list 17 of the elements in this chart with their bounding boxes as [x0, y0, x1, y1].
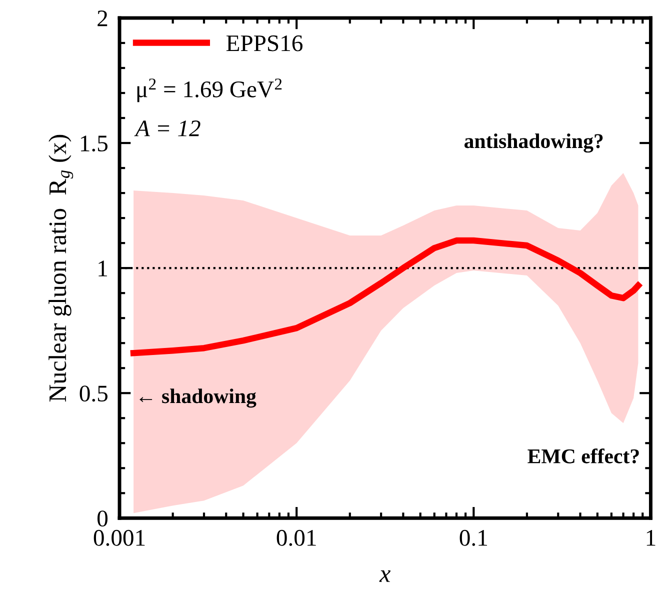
y-tick-label: 0.5: [80, 386, 108, 402]
y-axis-title: Nuclear gluon ratio R$_{g}$ (x): [48, 134, 74, 402]
y-tick-label: 2: [98, 10, 108, 26]
x-tick-label: 1: [646, 530, 656, 546]
y-tick-label: 1: [98, 260, 107, 276]
annotation: EMC effect?: [528, 448, 639, 464]
x-tick-label: 0.001: [94, 530, 145, 546]
y-tick-label: 1.5: [80, 136, 108, 152]
y-tick-label: 0: [98, 510, 108, 527]
annotation: ← shadowing: [140, 388, 256, 408]
x-tick-label: 0.01: [276, 530, 316, 546]
annotation: A = 12: [134, 120, 200, 136]
annotation: antishadowing?: [464, 133, 603, 153]
x-axis-title: x: [379, 570, 390, 582]
annotation: μ$^{2}$ = 1.69 GeV$^{2}$: [137, 78, 282, 102]
x-tick-label: 0.1: [460, 530, 487, 546]
legend-label: EPPS16: [226, 35, 302, 52]
